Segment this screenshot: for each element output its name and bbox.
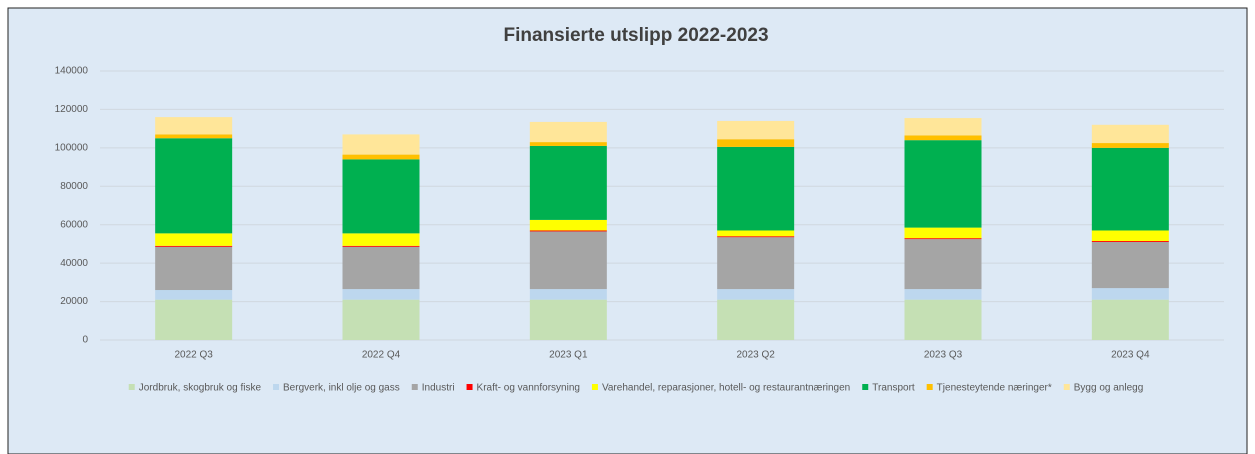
legend-swatch [411,384,418,390]
bar-segment [1091,143,1169,148]
bar-segment [904,140,982,228]
bar-segment [904,299,982,340]
bar-segment [155,134,233,139]
y-tick-label: 40000 [60,258,88,269]
x-tick-label: 2022 Q4 [362,350,401,361]
bar-segment [529,230,607,232]
bar-segment [904,227,982,239]
x-tick-label: 2023 Q2 [736,350,775,361]
bar-segment [529,299,607,340]
legend-swatch [862,384,869,390]
legend-label: Jordbruk, skogbruk og fiske [139,383,262,394]
legend-swatch [926,384,933,390]
bar-segment [155,246,233,291]
y-tick-label: 80000 [60,181,88,192]
y-tick-label: 120000 [55,104,89,115]
bar-segment [717,139,795,147]
y-tick-label: 0 [82,335,88,346]
bar-segment [529,231,607,290]
bar-segment [342,159,420,234]
bar-segment [717,299,795,340]
bar-segment [529,142,607,146]
bar-segment [529,219,607,231]
bar-segment [529,145,607,220]
y-tick-label: 60000 [60,219,88,230]
bar-segment [717,236,795,238]
bar-segment [1091,299,1169,340]
bar-segment [342,246,420,290]
legend-label: Bergverk, inkl olje og gass [283,383,400,394]
bar-segment [529,289,607,300]
legend-label: Varehandel, reparasjoner, hotell- og res… [602,383,850,394]
bar-segment [1091,230,1169,242]
bar-segment [1091,288,1169,300]
chart-title: Finansierte utslipp 2022-2023 [503,25,768,46]
bar-segment [717,230,795,237]
bar-segment [904,135,982,141]
legend-swatch [1063,384,1070,390]
bar-segment [342,154,420,160]
bar-segment [155,117,233,135]
legend-label: Tjenesteytende næringer* [937,383,1052,394]
bar-segment [904,118,982,136]
legend-label: Transport [872,383,915,394]
y-tick-label: 100000 [55,142,89,153]
bar-segment [1091,242,1169,289]
bar-segment [155,138,233,234]
bar-segment [155,245,233,247]
bar-segment [717,146,795,231]
y-tick-label: 20000 [60,296,88,307]
bar-segment [342,134,420,155]
bar-segment [904,289,982,300]
x-tick-label: 2023 Q4 [1111,350,1150,361]
bar-segment [1091,124,1169,144]
bar-segment [717,289,795,300]
y-tick-label: 140000 [55,66,89,77]
legend-label: Kraft- og vannforsyning [477,383,580,394]
bar-segment [342,299,420,340]
legend-swatch [466,384,473,390]
bar-segment [1091,147,1169,231]
bar-segment [1091,241,1169,243]
bar-segment [904,238,982,240]
bar-segment [342,289,420,300]
x-tick-label: 2023 Q1 [549,350,588,361]
legend-label: Industri [422,383,455,394]
bar-segment [155,299,233,340]
legend-swatch [273,384,280,390]
bar-segment [155,290,233,300]
bar-segment [529,121,607,143]
bar-segment [904,239,982,290]
bar-segment [155,233,233,246]
legend-swatch [591,384,598,390]
legend-swatch [128,384,135,390]
bar-segment [342,233,420,246]
bar-segment [342,245,420,247]
bar-segment [717,120,795,140]
x-tick-label: 2023 Q3 [924,350,963,361]
legend-label: Bygg og anlegg [1074,383,1144,394]
x-tick-label: 2022 Q3 [174,350,213,361]
bar-segment [717,237,795,290]
